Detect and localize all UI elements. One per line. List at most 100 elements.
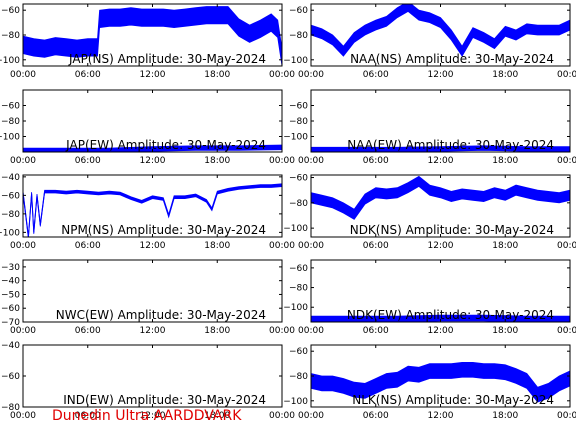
y-tick-label: −100 [0, 228, 20, 238]
x-tick-label: 06:00 [363, 411, 389, 421]
x-tick-label: 12:00 [140, 156, 166, 166]
x-tick-label: 18:00 [204, 326, 230, 336]
chart-panel: 00:00 06:00 12:00 18:00 00:00 −100 −80 −60 NLK(N… [283, 344, 576, 421]
y-tick-label: −80 [289, 199, 308, 209]
y-tick-label: −60 [289, 347, 308, 357]
x-tick-label: 18:00 [492, 411, 518, 421]
x-tick-label: 18:00 [204, 70, 230, 80]
x-tick-label: 00:00 [269, 70, 295, 80]
x-tick-label: 12:00 [428, 411, 454, 421]
panel-title: NAA(EW) Amplitude: 30-May-2024 [347, 138, 554, 152]
y-tick-label: −40 [1, 341, 20, 351]
y-tick-label: −60 [289, 102, 308, 112]
x-tick-label: 06:00 [75, 156, 101, 166]
chart-panel: 00:00 06:00 12:00 18:00 00:00 −100 −80 −60 NDK(E… [283, 259, 576, 336]
y-tick-label: −80 [1, 210, 20, 220]
x-tick-label: 00:00 [10, 70, 36, 80]
x-tick-label: 18:00 [492, 241, 518, 251]
chart-panel: 00:00 06:00 12:00 18:00 00:00 −100 −80 −60 NAA(E… [283, 89, 576, 166]
x-tick-label: 00:00 [557, 241, 576, 251]
panel-title: NDK(EW) Amplitude: 30-May-2024 [347, 308, 554, 322]
x-tick-label: 00:00 [10, 411, 36, 421]
y-tick-label: −60 [1, 372, 20, 382]
x-tick-label: 18:00 [204, 411, 230, 421]
trace-line [311, 369, 570, 396]
y-tick-label: −100 [0, 56, 20, 66]
chart-panel: 00:00 06:00 12:00 18:00 00:00 −100 −80 −60 −40 NP… [0, 173, 295, 251]
x-tick-label: 12:00 [140, 70, 166, 80]
y-tick-label: −80 [289, 31, 308, 41]
x-tick-label: 18:00 [492, 156, 518, 166]
x-tick-label: 00:00 [10, 156, 36, 166]
chart-panel: 00:00 06:00 12:00 18:00 00:00 −100 −80 −60 JAP(E… [0, 89, 295, 166]
x-tick-label: 00:00 [269, 156, 295, 166]
trace-line [23, 184, 282, 237]
x-tick-label: 00:00 [269, 411, 295, 421]
x-tick-label: 00:00 [557, 326, 576, 336]
y-tick-label: −80 [1, 31, 20, 41]
trace-line [23, 14, 282, 58]
x-tick-label: 06:00 [363, 326, 389, 336]
trace-line [311, 317, 570, 320]
chart-panel: 00:00 06:00 12:00 18:00 00:00 −100 −80 −60 NAA(N… [283, 3, 576, 80]
trace-band [23, 6, 282, 66]
x-tick-label: 12:00 [428, 241, 454, 251]
x-tick-label: 00:00 [557, 411, 576, 421]
trace-band [311, 4, 570, 57]
trace-band [23, 183, 282, 237]
x-tick-label: 06:00 [75, 241, 101, 251]
panel-title: NDK(NS) Amplitude: 30-May-2024 [350, 223, 554, 237]
panel-title: IND(EW) Amplitude: 30-May-2024 [63, 393, 266, 407]
x-tick-label: 06:00 [75, 411, 101, 421]
y-tick-label: −60 [289, 6, 308, 16]
y-tick-label: −60 [289, 264, 308, 274]
x-tick-label: 12:00 [428, 326, 454, 336]
chart-panel: 00:00 06:00 12:00 18:00 00:00−70−60−50−40−30… [1, 259, 295, 336]
y-tick-label: −100 [283, 133, 308, 143]
x-tick-label: 12:00 [428, 70, 454, 80]
y-tick-label: −100 [283, 397, 308, 407]
x-tick-label: 00:00 [298, 156, 324, 166]
x-tick-label: 00:00 [10, 326, 36, 336]
y-tick-label: −60 [1, 6, 20, 16]
x-tick-label: 12:00 [140, 411, 166, 421]
trace-band [311, 175, 570, 220]
x-tick-label: 00:00 [10, 241, 36, 251]
x-tick-label: 00:00 [269, 326, 295, 336]
x-tick-label: 18:00 [204, 156, 230, 166]
x-tick-label: 00:00 [298, 411, 324, 421]
panel-title: NPM(NS) Amplitude: 30-May-2024 [61, 223, 266, 237]
x-tick-label: 12:00 [140, 326, 166, 336]
x-tick-label: 00:00 [269, 241, 295, 251]
panel-title: NLK(NS) Amplitude: 30-May-2024 [352, 393, 554, 407]
x-tick-label: 00:00 [298, 70, 324, 80]
y-tick-label: −40 [1, 173, 20, 183]
panel-title: JAP(NS) Amplitude: 30-May-2024 [68, 52, 266, 66]
x-tick-label: 18:00 [492, 326, 518, 336]
trace-line [311, 5, 570, 53]
x-tick-label: 12:00 [140, 241, 166, 251]
y-tick-label: −50 [1, 290, 20, 300]
chart-panel: 00:00 06:00 12:00 18:00 00:00 −100 −80 −60 JAP(N… [0, 3, 295, 80]
y-tick-label: −70 [1, 318, 20, 328]
y-tick-label: −60 [1, 304, 20, 314]
y-tick-label: −60 [289, 174, 308, 184]
x-tick-label: 00:00 [298, 326, 324, 336]
chart-panel: 00:00 06:00 12:00 18:00 00:00−80−60−40IND(EW… [1, 341, 295, 421]
panel-title: JAP(EW) Amplitude: 30-May-2024 [65, 138, 266, 152]
x-tick-label: 18:00 [492, 70, 518, 80]
footer-label: Dunedin Ultra AARDDVARK [52, 408, 242, 424]
y-tick-label: −100 [283, 303, 308, 313]
y-tick-label: −40 [1, 277, 20, 287]
trace-line [311, 180, 570, 215]
x-tick-label: 06:00 [363, 156, 389, 166]
x-tick-label: 06:00 [363, 70, 389, 80]
panel-title: NAA(NS) Amplitude: 30-May-2024 [350, 52, 554, 66]
y-tick-label: −60 [1, 191, 20, 201]
x-tick-label: 18:00 [204, 241, 230, 251]
x-tick-label: 06:00 [75, 326, 101, 336]
y-tick-label: −80 [289, 117, 308, 127]
y-tick-label: −80 [289, 284, 308, 294]
y-tick-label: −60 [1, 102, 20, 112]
